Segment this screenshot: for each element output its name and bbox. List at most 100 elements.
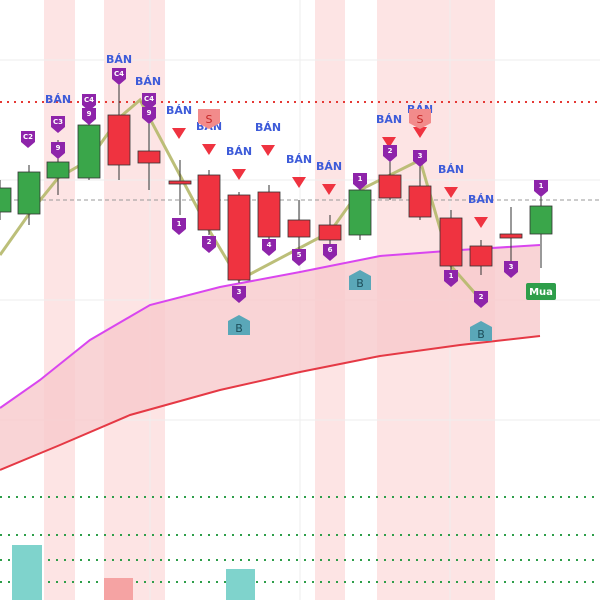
count-label: 1 bbox=[449, 272, 454, 280]
sell-arrow bbox=[232, 169, 246, 180]
candle-body bbox=[17, 171, 41, 215]
candle-body bbox=[318, 224, 342, 241]
buy-badge bbox=[526, 283, 556, 300]
count-marker bbox=[383, 145, 397, 162]
sell-arrow bbox=[413, 127, 427, 138]
sell-label: BÁN bbox=[468, 193, 494, 206]
sell-label: BÁN bbox=[286, 153, 312, 166]
count-marker bbox=[262, 239, 276, 256]
count-marker bbox=[353, 173, 367, 190]
count-label: 5 bbox=[297, 251, 302, 259]
candle-body bbox=[0, 187, 12, 213]
sell-arrow bbox=[292, 177, 306, 188]
count-label: 1 bbox=[358, 175, 363, 183]
candle-body bbox=[469, 245, 493, 267]
ma-fast bbox=[0, 244, 541, 409]
signal-label: B bbox=[235, 322, 243, 335]
candle-body bbox=[46, 161, 70, 179]
candle-body bbox=[499, 233, 523, 239]
count-marker bbox=[202, 236, 216, 253]
signal-badge bbox=[198, 109, 220, 129]
signal-label: S bbox=[417, 113, 424, 126]
sell-arrow bbox=[444, 187, 458, 198]
sell-label: BÁN bbox=[316, 160, 342, 173]
count-label: C4 bbox=[84, 96, 94, 104]
count-marker bbox=[142, 107, 156, 124]
candle-body bbox=[439, 217, 463, 267]
sell-arrow bbox=[172, 128, 186, 139]
candle-body bbox=[408, 185, 432, 218]
candle-body bbox=[257, 191, 281, 238]
ma-slow bbox=[0, 335, 541, 471]
candle-body bbox=[197, 174, 221, 231]
count-label: 4 bbox=[267, 241, 272, 249]
sell-label: BÁN bbox=[376, 113, 402, 126]
count-marker bbox=[444, 270, 458, 287]
count-label: 2 bbox=[207, 238, 212, 246]
candle-body bbox=[137, 150, 161, 164]
count-label: 9 bbox=[147, 109, 152, 117]
count-label: 3 bbox=[237, 288, 242, 296]
count-marker bbox=[51, 142, 65, 159]
candle-body bbox=[287, 219, 311, 238]
sell-label: BÁN bbox=[226, 145, 252, 158]
candles bbox=[0, 75, 553, 283]
signal-badge bbox=[409, 109, 431, 129]
signal-badge bbox=[349, 270, 371, 290]
signal-badge bbox=[470, 321, 492, 341]
sell-label: BÁN bbox=[166, 104, 192, 117]
candle-body bbox=[168, 180, 192, 185]
sell-arrow bbox=[382, 137, 396, 148]
count-marker bbox=[474, 291, 488, 308]
count-marker bbox=[534, 180, 548, 197]
count-label: 6 bbox=[328, 246, 333, 254]
candle-body bbox=[77, 124, 101, 179]
count-marker bbox=[82, 94, 96, 111]
sell-label: BÁN bbox=[106, 53, 132, 66]
signal-badge bbox=[228, 315, 250, 335]
candle-body bbox=[107, 114, 131, 166]
count-marker bbox=[172, 218, 186, 235]
candle-body bbox=[529, 205, 553, 235]
ma-band bbox=[0, 245, 540, 470]
count-label: C3 bbox=[53, 118, 63, 126]
signal-label: B bbox=[477, 328, 485, 341]
count-label: 2 bbox=[388, 147, 393, 155]
count-label: 1 bbox=[539, 182, 544, 190]
count-marker bbox=[142, 93, 156, 110]
count-label: C2 bbox=[23, 133, 33, 141]
count-label: 9 bbox=[56, 144, 61, 152]
candle-body bbox=[227, 194, 251, 281]
sell-label: BÁN bbox=[45, 93, 71, 106]
count-label: C4 bbox=[144, 95, 154, 103]
sell-label: BÁN bbox=[135, 75, 161, 88]
count-marker bbox=[112, 68, 126, 85]
sell-arrow bbox=[202, 144, 216, 155]
volume bbox=[12, 545, 255, 600]
sell-arrow bbox=[322, 184, 336, 195]
count-label: 3 bbox=[509, 263, 514, 271]
count-label: C4 bbox=[114, 70, 124, 78]
count-marker bbox=[323, 244, 337, 261]
count-label: 1 bbox=[177, 220, 182, 228]
sell-arrow bbox=[474, 217, 488, 228]
count-marker bbox=[292, 249, 306, 266]
sell-arrow bbox=[261, 145, 275, 156]
buy-label: Mua bbox=[529, 287, 553, 298]
annotations: BÁNBÁNBÁNBÁNBÁNBÁNBÁNBÁNBÁNBÁNBÁNBÁNBÁNC… bbox=[21, 53, 556, 341]
candle-body bbox=[378, 174, 402, 199]
count-marker bbox=[504, 261, 518, 278]
count-label: 2 bbox=[479, 293, 484, 301]
candle-body bbox=[348, 189, 372, 236]
sell-label: BÁN bbox=[255, 121, 281, 134]
count-marker bbox=[82, 108, 96, 125]
sell-label: BÁN bbox=[438, 163, 464, 176]
count-label: 9 bbox=[87, 110, 92, 118]
count-marker bbox=[413, 150, 427, 167]
signal-label: S bbox=[206, 113, 213, 126]
count-marker bbox=[232, 286, 246, 303]
count-marker bbox=[51, 116, 65, 133]
count-marker bbox=[21, 131, 35, 148]
signal-label: B bbox=[356, 277, 364, 290]
